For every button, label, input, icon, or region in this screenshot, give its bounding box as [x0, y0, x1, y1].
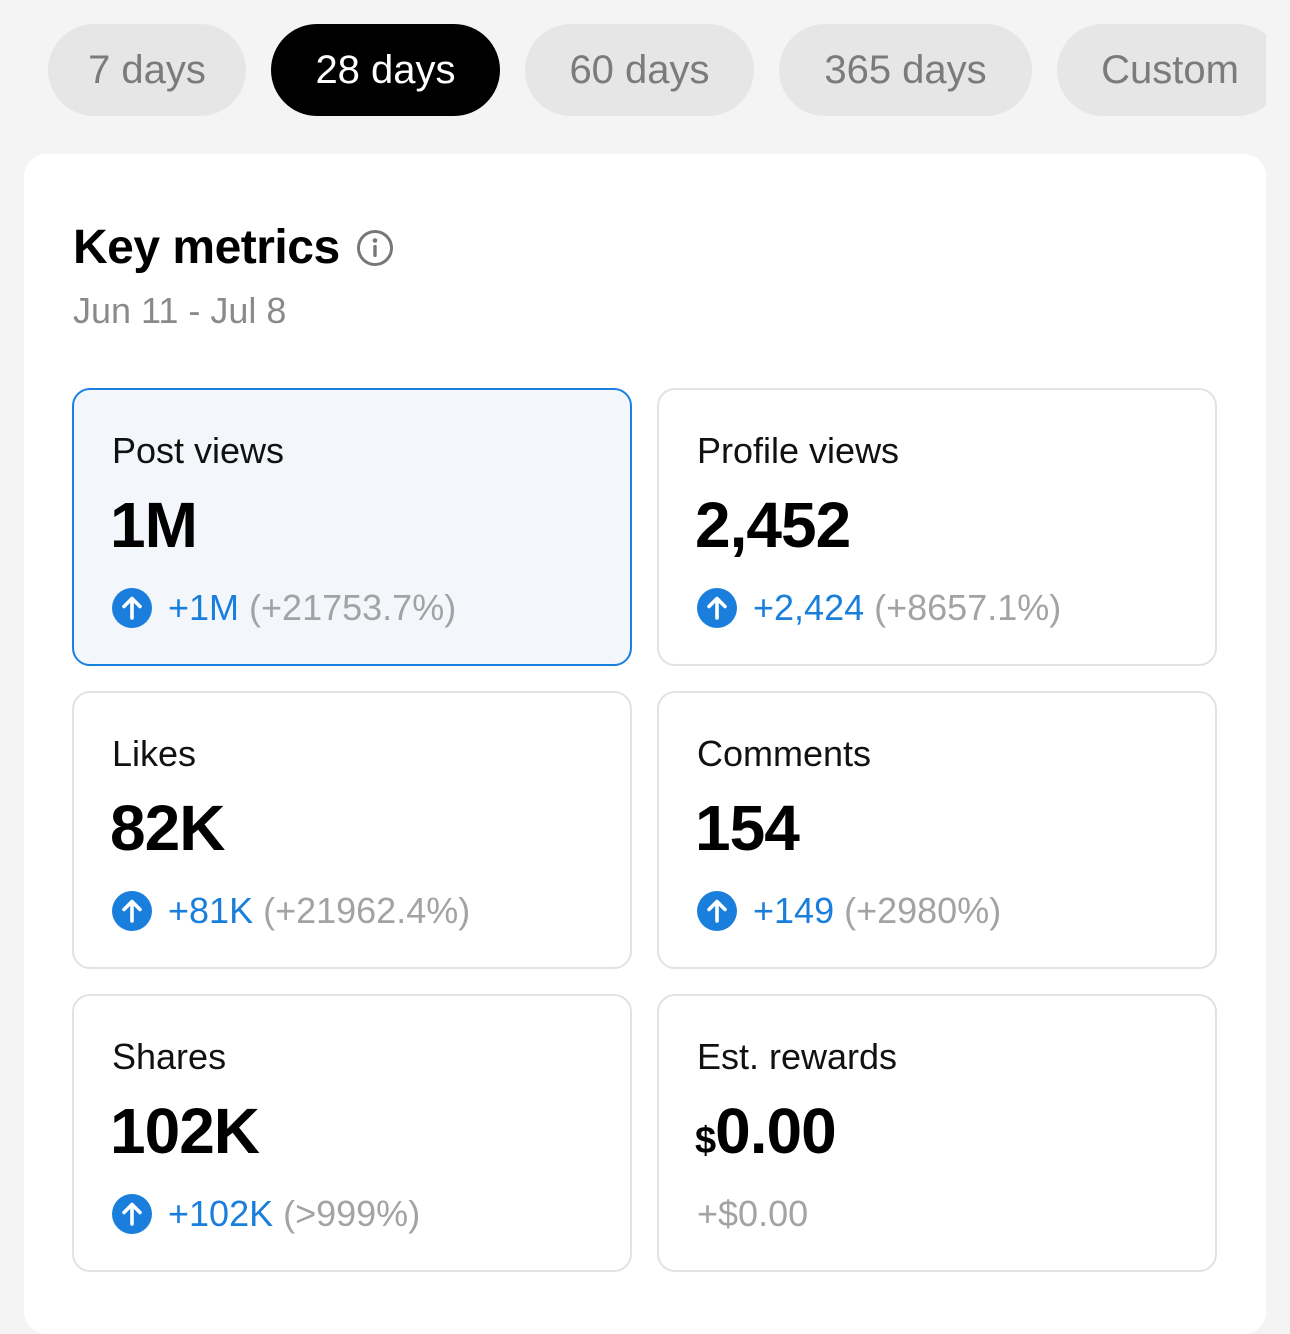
metric-percent: (+8657.1%) [874, 587, 1062, 628]
metric-delta: +2,424 [753, 587, 865, 628]
metric-card-comments[interactable]: Comments 154 +149 (+2980%) [657, 691, 1217, 969]
arrow-up-circle-icon [697, 588, 737, 628]
metric-value: 102K [110, 1095, 260, 1167]
metric-label: Profile views [697, 430, 900, 471]
tab-60-days[interactable]: 60 days [525, 24, 754, 116]
metric-delta: +1M [168, 587, 240, 628]
metric-label: Post views [112, 430, 285, 471]
metric-label: Shares [112, 1036, 227, 1077]
rewards-change: +$0.00 [697, 1193, 809, 1234]
tab-365-days[interactable]: 365 days [779, 24, 1032, 116]
arrow-up-circle-icon [112, 891, 152, 931]
arrow-up-circle-icon [112, 1194, 152, 1234]
metric-percent: (+21962.4%) [263, 890, 471, 931]
info-icon[interactable] [356, 229, 394, 267]
metric-percent: (+2980%) [844, 890, 1002, 931]
metric-change: +$0.00 [697, 1192, 808, 1236]
key-metrics-title: Key metrics [73, 221, 340, 274]
metric-delta: +81K [168, 890, 254, 931]
metric-card-shares[interactable]: Shares 102K +102K (>999%) [72, 994, 632, 1272]
metric-change: +81K (+21962.4%) [112, 889, 470, 933]
metric-label: Likes [112, 733, 197, 774]
date-range-tabs: 7 days 28 days 60 days 365 days Custom [0, 0, 1266, 140]
metric-delta: +102K [168, 1193, 274, 1234]
metric-card-profile-views[interactable]: Profile views 2,452 +2,424 (+8657.1%) [657, 388, 1217, 666]
metric-delta: +149 [753, 890, 835, 931]
key-metrics-card: Key metrics Jun 11 - Jul 8 Post views 1M… [24, 154, 1266, 1334]
metric-card-likes[interactable]: Likes 82K +81K (+21962.4%) [72, 691, 632, 969]
metric-change: +2,424 (+8657.1%) [697, 586, 1061, 630]
metric-label: Comments [697, 733, 872, 774]
tab-custom[interactable]: Custom [1057, 24, 1266, 116]
arrow-up-circle-icon [697, 891, 737, 931]
metric-value: 154 [695, 792, 800, 864]
metric-percent: (+21753.7%) [249, 587, 457, 628]
metric-change: +102K (>999%) [112, 1192, 420, 1236]
date-range-label: Jun 11 - Jul 8 [73, 290, 287, 331]
metric-change: +1M (+21753.7%) [112, 586, 456, 630]
metric-percent: (>999%) [283, 1193, 421, 1234]
metric-value: 2,452 [695, 489, 851, 561]
tab-28-days[interactable]: 28 days [271, 24, 500, 116]
metric-label: Est. rewards [697, 1036, 898, 1077]
metric-card-est-rewards[interactable]: Est. rewards $0.00 +$0.00 [657, 994, 1217, 1272]
metric-value: 82K [110, 792, 225, 864]
tab-7-days[interactable]: 7 days [48, 24, 246, 116]
currency-symbol: $ [695, 1120, 716, 1162]
key-metrics-header: Key metrics [73, 220, 394, 275]
metric-value: $0.00 [695, 1094, 837, 1168]
rewards-amount: 0.00 [715, 1095, 837, 1167]
metric-card-post-views[interactable]: Post views 1M +1M (+21753.7%) [72, 388, 632, 666]
arrow-up-circle-icon [112, 588, 152, 628]
metric-change: +149 (+2980%) [697, 889, 1001, 933]
metric-value: 1M [110, 489, 198, 561]
